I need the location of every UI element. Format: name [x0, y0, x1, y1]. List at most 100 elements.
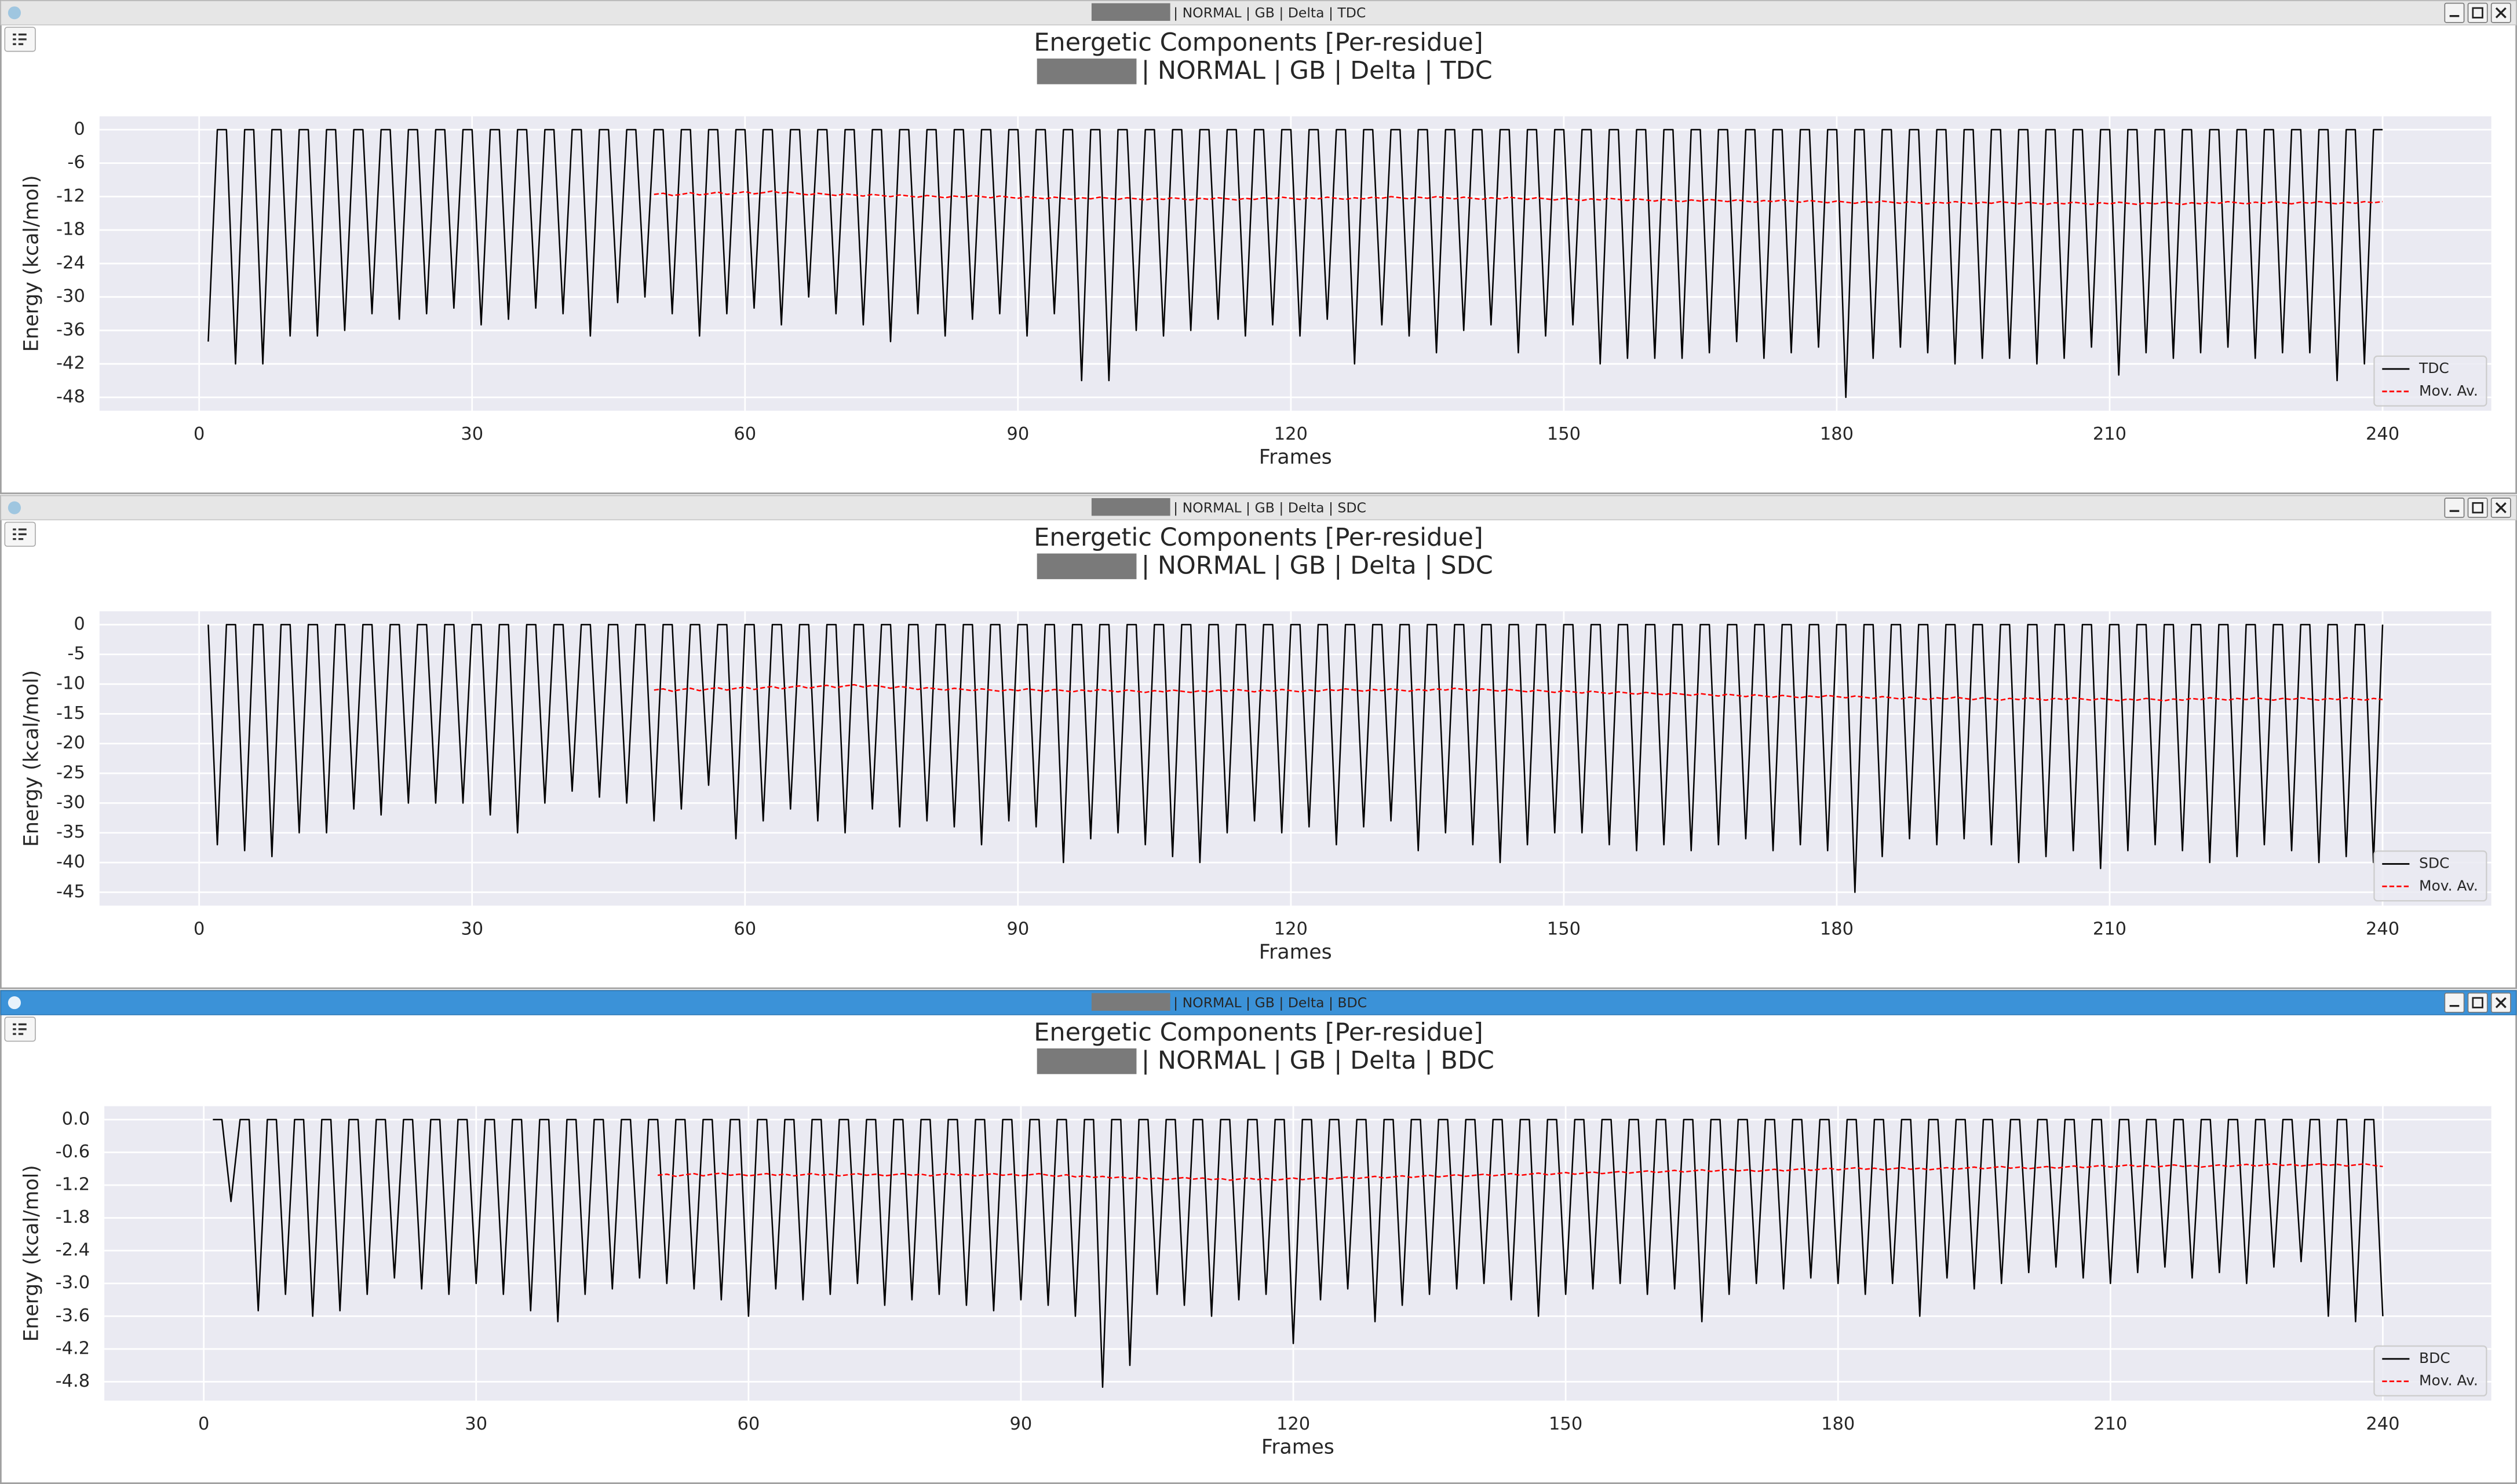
- line-series: [657, 1163, 2383, 1181]
- window-title: | NORMAL | GB | Delta | BDC: [1173, 995, 1367, 1011]
- y-tick-label: -36: [56, 320, 85, 340]
- y-tick-label: 0: [74, 614, 85, 634]
- app-icon: [8, 501, 21, 514]
- y-tick-label: 0: [74, 119, 85, 139]
- minimize-button[interactable]: [2444, 498, 2465, 518]
- line-series: [654, 683, 2383, 702]
- redaction: [1037, 59, 1137, 85]
- x-tick-label: 60: [734, 424, 756, 444]
- x-tick-label: 90: [1006, 919, 1029, 940]
- line-series: [213, 1119, 2384, 1388]
- close-glyph: [2495, 7, 2507, 19]
- y-tick-label: -30: [56, 792, 85, 813]
- plot-area: [104, 1106, 2492, 1401]
- y-tick-label: -1.8: [56, 1207, 90, 1227]
- x-tick-label: 150: [1547, 919, 1581, 940]
- y-tick-label: -25: [56, 763, 85, 783]
- maximize-glyph: [2472, 502, 2483, 514]
- x-tick-label: 210: [2093, 1414, 2127, 1434]
- y-tick-label: -48: [56, 386, 85, 407]
- app-icon: [8, 996, 21, 1010]
- x-tick-label: 240: [2366, 1414, 2399, 1434]
- maximize-glyph: [2472, 997, 2483, 1008]
- x-tick-label: 30: [461, 919, 483, 940]
- title-bar: [0, 0, 2517, 25]
- x-tick-label: 180: [1820, 919, 1854, 940]
- legend-label: TDC: [2418, 360, 2449, 377]
- x-tick-label: 150: [1547, 424, 1581, 444]
- y-tick-label: 0.0: [62, 1109, 90, 1129]
- x-tick-label: 180: [1820, 424, 1854, 444]
- x-tick-label: 120: [1274, 919, 1308, 940]
- close-glyph: [2495, 997, 2507, 1008]
- y-tick-label: -12: [56, 186, 85, 206]
- x-tick-label: 240: [2366, 424, 2399, 444]
- title-bar: [0, 495, 2517, 521]
- y-tick-label: -35: [56, 822, 85, 842]
- y-tick-label: -2.4: [56, 1240, 90, 1260]
- y-tick-label: -3.0: [56, 1273, 90, 1293]
- x-tick-label: 180: [1821, 1414, 1855, 1434]
- y-tick-label: -40: [56, 852, 85, 872]
- y-axis-label: Energy (kcal/mol): [20, 1165, 43, 1342]
- x-axis-label: Frames: [1261, 1436, 1334, 1459]
- y-axis-label: Energy (kcal/mol): [20, 670, 43, 847]
- y-tick-label: -10: [56, 674, 85, 694]
- chart-title: Energetic Components [Per-residue]: [1034, 28, 1483, 57]
- x-tick-label: 120: [1274, 424, 1308, 444]
- legend-label: Mov. Av.: [2419, 877, 2478, 894]
- y-tick-label: -6: [67, 152, 85, 173]
- x-tick-label: 210: [2093, 919, 2126, 940]
- toolbar-glyph: [13, 1023, 27, 1035]
- toolbar-glyph: [13, 528, 27, 540]
- x-tick-label: 60: [734, 919, 756, 940]
- title-bar: [0, 990, 2517, 1015]
- x-axis-label: Frames: [1259, 446, 1332, 469]
- chart-title: Energetic Components [Per-residue]: [1034, 1018, 1483, 1047]
- legend-label: Mov. Av.: [2419, 382, 2478, 399]
- x-tick-label: 0: [194, 424, 205, 444]
- legend-label: SDC: [2419, 855, 2449, 872]
- y-tick-label: -4.8: [56, 1371, 90, 1391]
- x-tick-label: 150: [1549, 1414, 1582, 1434]
- maximize-button[interactable]: [2467, 498, 2488, 518]
- app-icon: [8, 6, 21, 20]
- plot-area: [99, 611, 2492, 906]
- x-axis-label: Frames: [1259, 941, 1332, 964]
- x-tick-label: 60: [737, 1414, 760, 1434]
- y-tick-label: -3.6: [56, 1306, 90, 1326]
- x-tick-label: 90: [1006, 424, 1029, 444]
- legend-label: BDC: [2419, 1350, 2450, 1366]
- toolbar-glyph: [13, 33, 27, 45]
- x-tick-label: 0: [198, 1414, 209, 1434]
- y-tick-label: -4.2: [56, 1338, 90, 1358]
- window-title: | NORMAL | GB | Delta | TDC: [1173, 5, 1366, 21]
- maximize-glyph: [2472, 7, 2483, 19]
- y-tick-label: -24: [56, 253, 85, 273]
- redaction: [1037, 553, 1137, 579]
- redaction: [1091, 498, 1170, 516]
- window-title: | NORMAL | GB | Delta | SDC: [1173, 500, 1366, 516]
- y-tick-label: -5: [67, 644, 85, 664]
- y-tick-label: -42: [56, 353, 85, 374]
- redaction: [1091, 3, 1170, 21]
- y-tick-label: -20: [56, 733, 85, 753]
- chart-subtitle: | NORMAL | GB | Delta | SDC: [1141, 551, 1493, 580]
- legend-label: Mov. Av.: [2419, 1372, 2478, 1389]
- line-series: [207, 624, 2384, 893]
- minimize-button[interactable]: [2444, 992, 2465, 1013]
- chart-subtitle: | NORMAL | GB | Delta | BDC: [1141, 1046, 1494, 1075]
- maximize-button[interactable]: [2467, 2, 2488, 23]
- x-tick-label: 30: [465, 1414, 487, 1434]
- redaction: [1037, 1048, 1137, 1074]
- x-tick-label: 210: [2093, 424, 2126, 444]
- redaction: [1091, 993, 1170, 1011]
- y-tick-label: -15: [56, 703, 85, 723]
- minimize-button[interactable]: [2444, 2, 2465, 23]
- y-tick-label: -18: [56, 220, 85, 240]
- y-tick-label: -1.2: [56, 1174, 90, 1194]
- maximize-button[interactable]: [2467, 992, 2488, 1013]
- x-tick-label: 240: [2366, 919, 2399, 940]
